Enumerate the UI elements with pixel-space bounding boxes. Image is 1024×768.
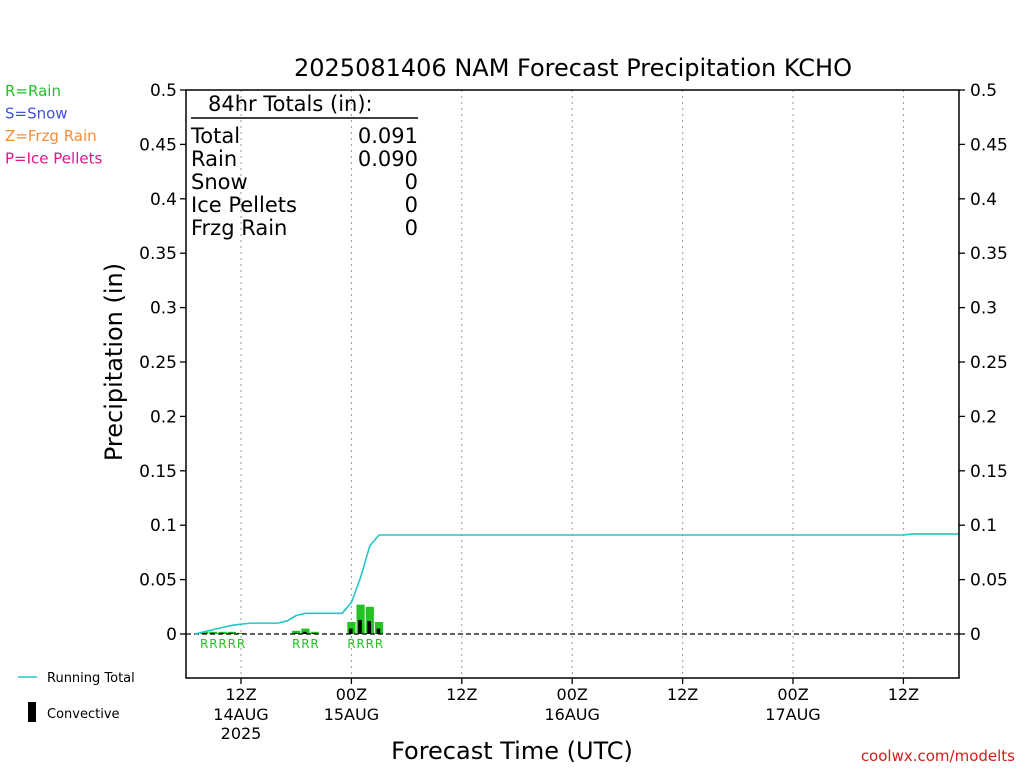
- y-tick-label-right-1: 0.05: [970, 571, 1008, 591]
- precip-bar-6: [301, 628, 310, 634]
- y-tick-label-right-8: 0.4: [970, 190, 997, 210]
- precip-bar-10: [365, 606, 374, 634]
- ptype-legend-3: P=Ice Pellets: [5, 150, 102, 168]
- convective-bar-9: [358, 619, 362, 634]
- y-tick-label-left-3: 0.15: [139, 462, 177, 482]
- totals-row-label-1: Rain: [191, 147, 237, 171]
- y-axis-right: 0 0.05 0.1 0.15 0.2 0.25 0.3 0.35 0.4 0.45 0.5: [959, 81, 1008, 645]
- totals-row-label-3: Ice Pellets: [191, 193, 297, 217]
- precip-bar-9: [356, 604, 365, 634]
- y-tick-label-right-6: 0.3: [970, 299, 997, 319]
- ptype-legend: R=Rain S=Snow Z=Frzg Rain P=Ice Pellets: [5, 82, 102, 168]
- ptype-marker-0-4: R: [237, 637, 245, 651]
- y-tick-label-right-10: 0.5: [970, 81, 997, 101]
- precip-bar-8: [347, 622, 356, 634]
- y-tick-label-left-5: 0.25: [139, 353, 177, 373]
- y-tick-label-right-2: 0.1: [970, 516, 997, 536]
- y-tick-label-left-2: 0.1: [150, 516, 177, 536]
- precip-bar-5: [292, 630, 301, 634]
- ptype-marker-0-0: R: [200, 637, 208, 651]
- x-tick-year-0: 2025: [221, 724, 262, 743]
- x-axis-label: Forecast Time (UTC): [391, 737, 633, 765]
- chart-title: 2025081406 NAM Forecast Precipitation KC…: [294, 54, 852, 82]
- y-tick-label-right-3: 0.15: [970, 462, 1008, 482]
- x-tick-date-1: 15AUG: [324, 705, 379, 724]
- ptype-legend-0: R=Rain: [5, 82, 61, 100]
- x-tick-label-0: 12Z: [225, 685, 256, 704]
- ptype-marker-1-1: R: [301, 637, 309, 651]
- y-tick-label-left-6: 0.3: [150, 299, 177, 319]
- x-tick-date-3: 16AUG: [544, 705, 599, 724]
- ptype-marker-1-0: R: [292, 637, 300, 651]
- y-tick-label-left-8: 0.4: [150, 190, 177, 210]
- x-tick-date-5: 17AUG: [765, 705, 820, 724]
- y-tick-label-right-0: 0: [970, 625, 981, 645]
- totals-row-value-3: 0: [405, 193, 418, 217]
- x-tick-date-0: 14AUG: [213, 705, 268, 724]
- x-tick-label-5: 00Z: [777, 685, 808, 704]
- totals-row-value-2: 0: [405, 170, 418, 194]
- ptype-marker-1-2: R: [310, 637, 318, 651]
- series-legend: Running Total Convective: [18, 671, 135, 722]
- y-tick-label-left-0: 0: [166, 625, 177, 645]
- ptype-legend-1: S=Snow: [5, 105, 68, 123]
- precip-bar-4: [236, 632, 246, 634]
- x-tick-label-6: 12Z: [888, 685, 919, 704]
- convective-bar-6: [302, 631, 307, 634]
- totals-row-label-2: Snow: [191, 170, 248, 194]
- convective-bar-5: [293, 632, 298, 634]
- totals-row-value-0: 0.091: [358, 124, 418, 148]
- totals-heading: 84hr Totals (in):: [208, 92, 373, 116]
- x-tick-label-4: 12Z: [667, 685, 698, 704]
- totals-row-value-1: 0.090: [358, 147, 418, 171]
- y-tick-label-right-4: 0.2: [970, 407, 997, 427]
- totals-box: 84hr Totals (in): Total 0.091 Rain 0.090 Sno…: [190, 92, 418, 240]
- y-tick-label-left-1: 0.05: [139, 571, 177, 591]
- legend-label-0: Running Total: [47, 671, 135, 686]
- totals-row-label-4: Frzg Rain: [191, 216, 287, 240]
- ptype-marker-2-0: R: [347, 637, 355, 651]
- ptype-marker-0-3: R: [228, 637, 236, 651]
- y-tick-label-right-5: 0.25: [970, 353, 1008, 373]
- y-tick-label-left-4: 0.2: [150, 407, 177, 427]
- y-tick-label-right-7: 0.35: [970, 244, 1008, 264]
- ptype-marker-2-1: R: [356, 637, 364, 651]
- totals-row-value-4: 0: [405, 216, 418, 240]
- convective-bar-3: [229, 632, 234, 634]
- convective-bar-7: [312, 632, 316, 634]
- credit-text: coolwx.com/modelts: [861, 747, 1015, 765]
- convective-bar-10: [367, 620, 372, 634]
- legend-label-1: Convective: [47, 707, 120, 722]
- y-tick-label-right-9: 0.45: [970, 135, 1008, 155]
- running-total-line: [194, 533, 959, 635]
- totals-row-label-0: Total: [190, 124, 240, 148]
- legend-bar-swatch: [28, 702, 36, 722]
- y-axis-left: 0 0.05 0.1 0.15 0.2 0.25 0.3 0.35 0.4 0.45 0.5: [139, 81, 186, 645]
- convective-bar-8: [348, 628, 353, 634]
- precip-bar-11: [374, 622, 384, 634]
- ptype-marker-0-1: R: [209, 637, 217, 651]
- x-tick-label-2: 12Z: [446, 685, 477, 704]
- x-tick-label-1: 00Z: [336, 685, 367, 704]
- ptype-marker-2-3: R: [375, 637, 383, 651]
- ptype-legend-2: Z=Frzg Rain: [5, 127, 97, 145]
- ptype-marker-2-2: R: [366, 637, 374, 651]
- running-total-polyline: [194, 533, 959, 635]
- y-axis-label: Precipitation (in): [100, 263, 128, 461]
- ptype-marker-0-2: R: [218, 637, 226, 651]
- grid-lines: [240, 90, 904, 678]
- y-tick-label-left-10: 0.5: [150, 81, 177, 101]
- y-tick-label-left-9: 0.45: [139, 135, 177, 155]
- convective-bar-11: [376, 628, 381, 634]
- precip-bars: [200, 604, 384, 634]
- y-tick-label-left-7: 0.35: [139, 244, 177, 264]
- x-tick-label-3: 00Z: [557, 685, 588, 704]
